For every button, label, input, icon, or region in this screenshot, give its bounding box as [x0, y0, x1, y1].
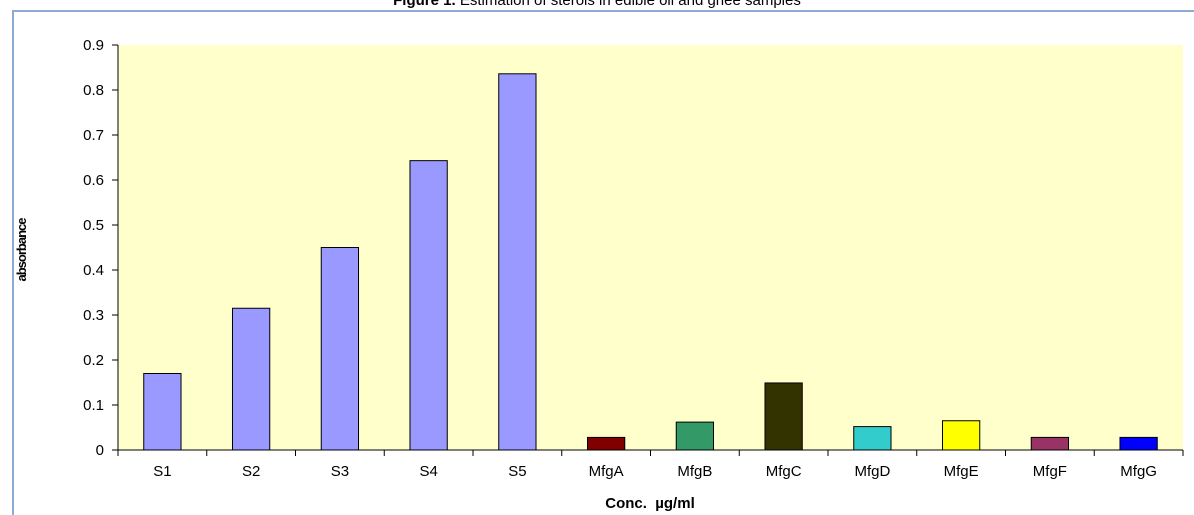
bar-mfgc: [764, 382, 803, 451]
y-tick-label: 0.5: [83, 217, 104, 234]
y-tick-label: 0.7: [83, 127, 104, 144]
x-tick-label: S3: [331, 463, 349, 480]
x-tick-label: MfgF: [1033, 463, 1067, 480]
bar-mfgf: [1030, 436, 1070, 451]
bar-mfgb: [675, 421, 715, 451]
x-tick-label: S1: [153, 463, 171, 480]
plot-area: [118, 45, 1183, 450]
figure-caption-text: Estimation of sterols in edible oil and …: [459, 0, 801, 9]
bar-mfge: [941, 420, 981, 451]
y-tick-label: 0.2: [83, 352, 104, 369]
x-tick-label: MfgD: [854, 463, 890, 480]
y-tick-label: 0.3: [83, 307, 104, 324]
x-tick-label: S5: [508, 463, 526, 480]
x-tick-label: MfgE: [944, 463, 979, 480]
y-axis-label: absorbance: [14, 218, 29, 282]
figure-label: Figure 1.: [393, 0, 456, 9]
y-tick-label: 0: [96, 442, 104, 459]
x-tick-label: S4: [419, 463, 437, 480]
bar-s1: [143, 373, 182, 451]
x-tick-label: MfgB: [677, 463, 712, 480]
bar-mfga: [586, 436, 626, 451]
frame-top-border: [12, 10, 1194, 12]
x-tick-label: MfgG: [1120, 463, 1157, 480]
bar-mfgd: [853, 426, 892, 451]
bar-mfgg: [1119, 436, 1158, 451]
frame-left-border: [12, 10, 14, 515]
bar-s3: [320, 247, 360, 451]
x-axis-label: Conc. µg/ml: [605, 495, 694, 512]
y-axis: 0 0.1 0.2 0.3 0.4 0.5 0.6 0.7 0.8 0.9: [83, 37, 119, 459]
x-tick-label: MfgA: [589, 463, 624, 480]
figure-caption: Figure 1. Estimation of sterols in edibl…: [0, 0, 1194, 9]
y-tick-label: 0.6: [83, 172, 104, 189]
bar-s4: [409, 160, 448, 451]
y-tick-label: 0.8: [83, 82, 104, 99]
x-tick-label: S2: [242, 463, 260, 480]
y-tick-label: 0.9: [83, 37, 104, 54]
bars: [143, 73, 1158, 451]
y-tick-label: 0.4: [83, 262, 104, 279]
y-tick-label: 0.1: [83, 397, 104, 414]
x-tick-label: MfgC: [766, 463, 802, 480]
bar-s2: [231, 307, 271, 451]
x-axis: S1 S2 S3 S4 S5 MfgA MfgB MfgC MfgD MfgE MfgF MfgG: [117, 449, 1184, 480]
bar-s5: [498, 73, 537, 451]
